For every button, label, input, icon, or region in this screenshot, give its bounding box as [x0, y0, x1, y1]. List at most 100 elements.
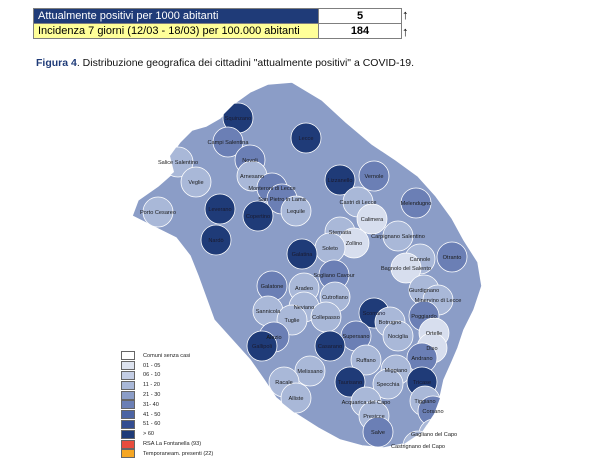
town-label: Lecce: [299, 136, 314, 142]
town-label: Miggiano: [385, 368, 408, 374]
map-legend: Comuni senza casi 01 - 05 06 - 10 11 - 20 21…: [121, 351, 213, 459]
town-label: Minervino di Lecce: [415, 298, 462, 304]
legend-item: Temporaneam. presenti (22): [121, 449, 213, 459]
legend-swatch: [121, 351, 135, 361]
figure-label: Figura 4: [36, 57, 77, 69]
town-label: Ruffano: [356, 358, 376, 364]
town-label: Casarano: [318, 344, 342, 350]
legend-label: RSA La Fontanella (93): [143, 441, 202, 448]
town-label: Cannole: [410, 257, 431, 263]
legend-label: 41 - 50: [143, 411, 161, 418]
town-area: [280, 382, 312, 414]
town-label: Alliste: [289, 396, 304, 402]
town-label: Racale: [275, 380, 292, 386]
town-label: Arnesano: [240, 174, 264, 180]
town-label: Tricase: [413, 380, 431, 386]
legend-item: 31- 40: [121, 400, 211, 410]
town-label: Neviano: [294, 305, 315, 311]
town-area: [400, 187, 432, 219]
legend-label: > 60: [143, 431, 155, 438]
town-label: Melendugno: [401, 201, 432, 207]
legend-swatch: [121, 449, 135, 459]
town-label: Gallipoli: [252, 344, 272, 350]
town-label: Monteroni di Lecce: [248, 186, 295, 192]
legend-item: Comuni senza casi: [121, 351, 211, 361]
town-area: [294, 355, 326, 387]
town-label: San Pietro in Lama: [258, 197, 306, 203]
stats-label-incidenza: Incidenza 7 giorni (12/03 - 18/03) per 1…: [33, 23, 319, 39]
town-label: Novoli: [242, 158, 258, 164]
town-label: Galatina: [292, 252, 314, 258]
town-label: Zollino: [346, 241, 362, 247]
town-label: Supersano: [342, 334, 369, 340]
town-label: Melissano: [297, 369, 322, 375]
stats-row-positivi: Attualmente positivi per 1000 abitanti 5: [33, 8, 402, 24]
town-area: [390, 252, 422, 284]
legend-item: 21 - 30: [121, 390, 211, 400]
town-area: [212, 126, 244, 158]
arrow-up-icon: ↑: [402, 7, 409, 22]
town-area: [358, 160, 390, 192]
town-label: Nociglia: [388, 334, 409, 340]
town-label: Specchia: [376, 382, 400, 388]
legend-item: > 60: [121, 429, 211, 439]
town-label: Copertino: [246, 214, 270, 220]
town-area: [382, 320, 414, 352]
town-label: Campi Salentina: [207, 140, 249, 146]
stats-value-positivi: 5: [318, 8, 402, 24]
legend-label: Comuni senza casi: [143, 352, 191, 359]
town-area: [246, 330, 278, 362]
legend-swatch: [121, 390, 135, 400]
town-label: Giurdignano: [409, 288, 439, 294]
legend-label: 01 - 05: [143, 362, 161, 369]
legend-swatch: [121, 439, 135, 449]
town-label: Scorrano: [363, 311, 386, 317]
town-area: [436, 241, 468, 273]
stats-row-incidenza: Incidenza 7 giorni (12/03 - 18/03) per 1…: [33, 23, 402, 39]
town-labels: Squinzano Lecce Campi Salentina Salice Sale…: [140, 116, 461, 450]
legend-item: 01 - 05: [121, 361, 211, 371]
town-label: Carpignano Salentino: [371, 234, 425, 240]
town-area: [204, 193, 236, 225]
town-area: [180, 166, 212, 198]
legend-label: 31- 40: [143, 401, 159, 408]
legend-item: RSA La Fontanella (93): [121, 439, 211, 449]
trend-arrows: ↑ ↑: [402, 6, 409, 40]
town-label: Calimera: [361, 217, 384, 223]
town-label: Corsano: [422, 409, 443, 415]
town-area: [372, 368, 404, 400]
town-label: Soleto: [322, 246, 338, 252]
town-label: Squinzano: [225, 116, 251, 122]
town-label: Acquarica del Capo: [342, 400, 391, 406]
town-area: [142, 196, 174, 228]
legend-item: 51 - 60: [121, 419, 211, 430]
town-label: Botrugno: [379, 320, 402, 326]
legend-swatch: [121, 361, 135, 371]
town-label: Otranto: [443, 255, 462, 261]
town-label: Taurisano: [338, 380, 362, 386]
legend-item: 41 - 50: [121, 410, 211, 420]
legend-swatch: [121, 419, 135, 429]
legend-item: 11 - 20: [121, 380, 211, 390]
town-label: Lizzanello: [328, 178, 353, 184]
town-area: [362, 416, 394, 448]
town-area: [382, 220, 414, 252]
town-area: [356, 203, 388, 235]
town-area: [280, 195, 312, 227]
legend-swatch: [121, 429, 135, 439]
town-label: Gagliano del Capo: [411, 432, 457, 438]
stats-value-incidenza: 184: [318, 23, 402, 39]
town-label: Tiggiano: [414, 399, 435, 405]
stats-table: Attualmente positivi per 1000 abitanti 5…: [33, 8, 402, 39]
town-label: Salice Salentino: [158, 160, 198, 166]
legend-label: 21 - 30: [143, 392, 161, 399]
legend-label: 11 - 20: [143, 382, 160, 389]
town-label: Bagnolo del Salento: [381, 266, 431, 272]
town-label: Salve: [371, 430, 385, 436]
town-label: Galatone: [261, 284, 284, 290]
town-label: Tuglie: [284, 318, 299, 324]
town-label: Castrignano del Capo: [391, 444, 445, 450]
town-label: Cutrofiano: [322, 295, 348, 301]
town-label: Collepasso: [312, 315, 340, 321]
